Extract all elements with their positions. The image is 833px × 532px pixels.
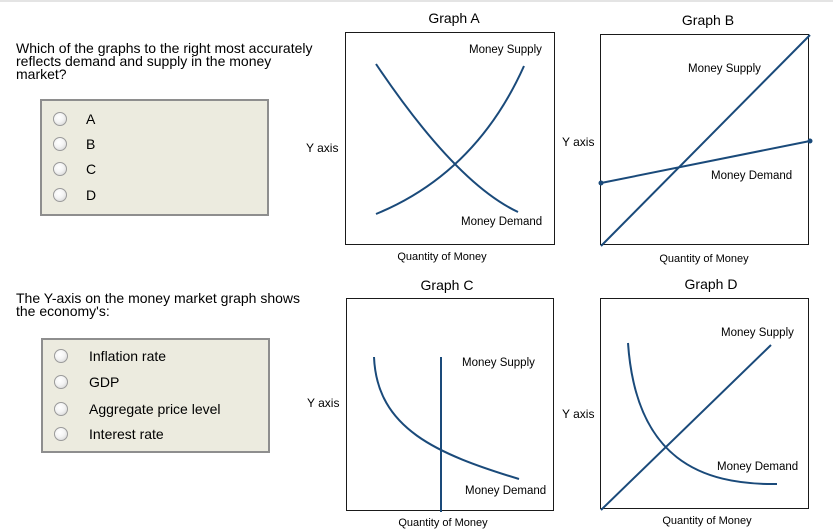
top-divider [0,0,833,2]
graph-c-x-axis-label: Quantity of Money [398,517,488,529]
graph-a-supply-curve [375,65,525,215]
graph-a-x-axis-label: Quantity of Money [397,251,487,263]
option-label: Inflation rate [89,348,167,364]
graph-d-demand-label: Money Demand [717,461,798,473]
graph-a-supply-label: Money Supply [469,44,542,56]
radio-button-icon[interactable] [53,137,67,151]
option-label: A [86,111,96,127]
radio-button-icon[interactable] [53,112,67,126]
graph-c-demand-curve [373,356,520,480]
q2-option-interest-rate[interactable]: Interest rate [54,424,164,444]
radio-button-icon[interactable] [54,349,68,363]
graph-b-plot: Money Supply Money Demand [598,34,813,247]
graph-b-demand-label: Money Demand [711,170,792,182]
option-label: B [86,136,96,152]
graph-a-plot: Money Supply Money Demand [345,32,555,245]
q2-option-inflation-rate[interactable]: Inflation rate [54,346,166,366]
question-1-text: Which of the graphs to the right most ac… [16,40,313,82]
radio-button-icon[interactable] [53,162,67,176]
graph-a-y-axis-label: Y axis [306,141,339,155]
graph-d-supply-label: Money Supply [721,327,794,339]
question-2-choices: Inflation rate GDP Aggregate price level… [41,338,270,453]
radio-button-icon[interactable] [54,375,68,389]
radio-button-icon[interactable] [54,427,68,441]
option-label: Aggregate price level [89,401,221,417]
q1-option-d[interactable]: D [53,185,96,205]
option-label: D [86,187,97,203]
q2-option-aggregate-price-level[interactable]: Aggregate price level [54,399,221,419]
q1-option-a[interactable]: A [53,109,95,129]
question-2-text: The Y-axis on the money market graph sho… [16,290,301,319]
graph-d-supply-line [600,344,772,511]
q2-option-gdp[interactable]: GDP [54,372,119,392]
question-1-choices: A B C D [40,99,269,216]
graph-c-plot: Money Supply Money Demand [346,298,554,512]
option-label: GDP [89,374,120,390]
radio-button-icon[interactable] [53,188,67,202]
q1-option-c[interactable]: C [53,159,96,179]
graph-d-plot: Money Supply Money Demand [600,298,809,511]
graph-a-demand-curve [375,63,519,213]
graph-a-title: Graph A [428,10,480,26]
graph-b-title: Graph B [681,12,735,28]
q1-option-b[interactable]: B [53,134,95,154]
graph-c-title: Graph C [420,277,474,293]
graph-d-y-axis-label: Y axis [562,407,595,421]
endpoint-dot-icon [807,138,813,144]
graph-d-demand-curve [627,342,778,486]
graph-b-supply-label: Money Supply [688,63,761,75]
graph-c-y-axis-label: Y axis [307,396,340,410]
graph-b-y-axis-label: Y axis [562,135,595,149]
radio-button-icon[interactable] [54,402,68,416]
graph-a-demand-label: Money Demand [461,216,542,228]
option-label: C [86,161,97,177]
graph-b-demand-line [600,140,811,184]
graph-c-supply-label: Money Supply [462,357,535,369]
option-label: Interest rate [89,426,164,442]
graph-d-x-axis-label: Quantity of Money [662,515,752,527]
graph-b-supply-line [600,34,811,247]
graph-c-demand-label: Money Demand [465,485,546,497]
graph-d-title: Graph D [684,276,738,292]
graph-b-x-axis-label: Quantity of Money [659,253,749,265]
endpoint-dot-icon [598,180,604,186]
